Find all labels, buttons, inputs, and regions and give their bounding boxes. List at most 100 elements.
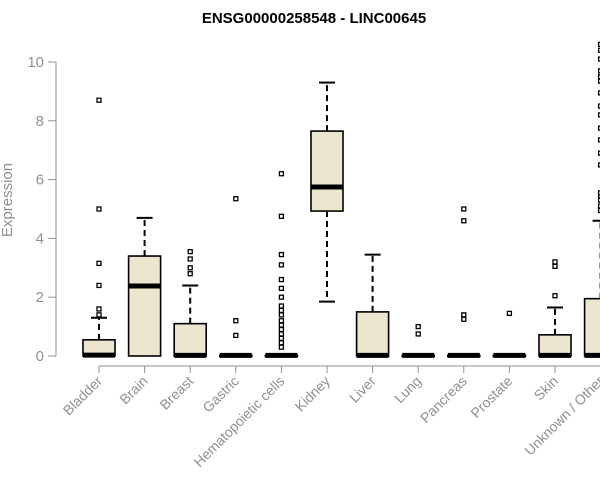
box-pancreas xyxy=(446,206,481,358)
outlier-point xyxy=(96,306,102,312)
x-tick-label: Kidney xyxy=(292,373,334,415)
outlier-point xyxy=(187,256,193,262)
outlier-point xyxy=(187,265,193,271)
outlier-point xyxy=(278,285,285,292)
x-tick-label: Breast xyxy=(156,373,196,413)
outlier-point xyxy=(278,326,285,333)
outlier-point xyxy=(597,203,600,209)
box-bladder xyxy=(82,97,116,358)
outlier-point xyxy=(597,41,600,48)
box-kidney xyxy=(310,81,344,303)
box-unknown-other xyxy=(583,41,600,358)
y-tick-label: 4 xyxy=(36,230,44,247)
y-tick-label: 8 xyxy=(36,113,44,130)
outlier-point xyxy=(278,318,285,324)
outlier-point xyxy=(278,340,285,346)
outlier-point xyxy=(278,322,285,328)
outlier-point xyxy=(597,193,600,199)
x-tick-label: Hematopoietic cells xyxy=(190,373,287,470)
outlier-point xyxy=(461,316,467,322)
outlier-point xyxy=(415,331,421,337)
outlier-point xyxy=(461,218,467,224)
outlier-point xyxy=(187,271,193,277)
outlier-point xyxy=(278,294,285,300)
outlier-point xyxy=(597,162,600,168)
outlier-point xyxy=(278,307,285,314)
y-tick-label: 6 xyxy=(36,172,44,189)
outlier-point xyxy=(278,262,285,268)
outlier-point xyxy=(96,312,102,318)
box-lung xyxy=(401,323,436,358)
outlier-point xyxy=(597,125,600,131)
chart-title: ENSG00000258548 - LINC00645 xyxy=(202,10,426,27)
outlier-point xyxy=(96,282,102,289)
outlier-point xyxy=(278,213,285,220)
outlier-point xyxy=(597,190,600,196)
box-iqr xyxy=(310,130,344,212)
outlier-point xyxy=(597,207,600,214)
outlier-point xyxy=(461,206,467,212)
y-axis: 0 2 4 6 8 10 xyxy=(27,54,57,365)
outlier-point xyxy=(96,97,102,103)
y-tick-label: 0 xyxy=(36,348,44,365)
x-tick-label: Bladder xyxy=(60,373,106,419)
outlier-point xyxy=(96,260,102,267)
outlier-point xyxy=(597,90,600,96)
outlier-point xyxy=(552,259,558,265)
x-tick-label: Gastric xyxy=(199,373,242,416)
box-skin xyxy=(538,259,572,358)
outlier-point xyxy=(597,150,600,156)
outlier-point xyxy=(597,112,600,118)
x-tick-label: Liver xyxy=(346,373,379,406)
outlier-point xyxy=(278,344,285,350)
box-prostate xyxy=(492,310,527,358)
outlier-point xyxy=(278,331,285,337)
box-gastric xyxy=(219,196,253,358)
outlier-point xyxy=(597,197,600,203)
outlier-point xyxy=(233,332,239,339)
outlier-point xyxy=(415,323,421,330)
outlier-point xyxy=(597,56,600,62)
outlier-point xyxy=(278,251,285,258)
y-tick-label: 10 xyxy=(27,54,44,71)
outlier-point xyxy=(233,318,239,324)
box-iqr xyxy=(355,311,390,357)
outlier-point xyxy=(597,47,600,53)
box-brain xyxy=(127,216,162,357)
box-liver xyxy=(355,253,390,358)
y-tick-label: 2 xyxy=(36,289,44,306)
outlier-point xyxy=(96,206,102,212)
x-tick-label: Lung xyxy=(391,373,424,406)
x-tick-label: Unknown / Other xyxy=(521,373,600,459)
box-iqr xyxy=(173,322,207,357)
outlier-point xyxy=(233,196,239,202)
outlier-point xyxy=(278,303,285,309)
x-tick-label: Skin xyxy=(531,373,562,404)
outlier-point xyxy=(552,293,558,299)
box-breast xyxy=(173,248,207,358)
outlier-point xyxy=(597,74,600,80)
outlier-point xyxy=(506,310,513,317)
box-iqr xyxy=(127,255,162,357)
box-series xyxy=(82,41,600,358)
box-iqr xyxy=(583,297,600,357)
outlier-point xyxy=(278,276,285,283)
outlier-point xyxy=(597,68,600,74)
outlier-point xyxy=(552,263,558,269)
y-axis-label: Expression xyxy=(0,163,16,237)
outlier-point xyxy=(597,78,600,84)
outlier-point xyxy=(278,312,285,318)
box-iqr xyxy=(538,334,572,357)
box-hematopoietic-cells xyxy=(264,171,299,358)
outlier-point xyxy=(278,171,285,177)
x-tick-label: Brain xyxy=(116,373,150,407)
outlier-point xyxy=(597,103,600,109)
x-tick-label: Prostate xyxy=(467,373,515,421)
outlier-point xyxy=(278,335,285,342)
outlier-point xyxy=(461,312,467,318)
outlier-point xyxy=(597,137,600,143)
x-tick-label: Pancreas xyxy=(417,373,470,426)
outlier-point xyxy=(187,248,193,255)
